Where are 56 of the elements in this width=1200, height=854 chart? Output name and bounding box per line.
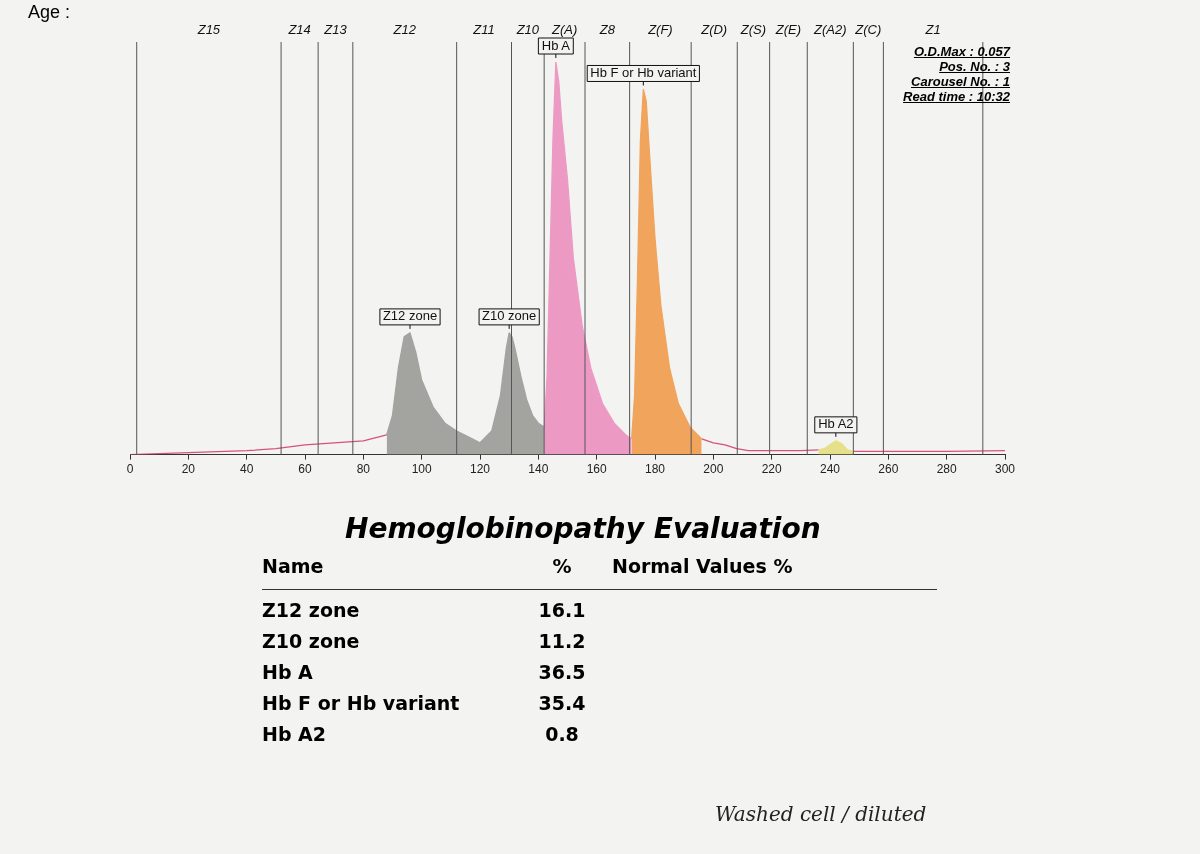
x-tick-label: 20 (181, 462, 196, 477)
x-tick-label: 0 (126, 462, 134, 477)
x-tick-label: 40 (239, 462, 254, 477)
annotation: Hb F or Hb variant (590, 65, 697, 81)
text: Hb A2 (262, 723, 328, 745)
x-tick-label: 260 (878, 462, 899, 477)
x-tick-label: 60 (298, 462, 312, 477)
annotation: Read time : 10:32 (903, 89, 1010, 104)
annotation: Z10 zone (482, 308, 537, 324)
text: Z(A) (550, 21, 578, 37)
text: 36.5 (537, 661, 587, 683)
x-tick-label: 80 (356, 462, 371, 477)
annotation: Hb A (541, 37, 571, 53)
text: Z11 (472, 21, 495, 37)
annotation: Hb A2 (818, 416, 854, 432)
x-tick-label: 240 (819, 462, 841, 477)
x-tick-label: 120 (469, 462, 491, 477)
text: Z(S) (739, 21, 767, 37)
text: Z(C) (854, 21, 882, 37)
text: Hb F or Hb variant (262, 692, 461, 714)
text: Z(E) (774, 21, 802, 37)
text: Hb A (262, 661, 314, 683)
x-tick-label: 300 (994, 462, 1016, 477)
annotation: Carousel No. : 1 (910, 74, 1010, 89)
x-tick-label: 140 (528, 462, 549, 477)
text: 16.1 (537, 599, 587, 621)
text: Hemoglobinopathy Evaluation (345, 512, 821, 545)
x-tick-label: 180 (644, 462, 666, 477)
text: Normal Values % (612, 555, 937, 590)
text: Z15 (196, 21, 221, 37)
text: Z14 (287, 21, 311, 37)
text: 0.8 (544, 723, 580, 745)
text: O.D.Max : 0.057 (912, 44, 1010, 59)
x-tick-label: 100 (411, 462, 432, 477)
text: Name (262, 555, 512, 590)
x-tick-label: 280 (936, 462, 957, 477)
annotation: Z12 zone (382, 308, 438, 324)
text: Z8 (598, 21, 616, 37)
text: Z10 zone (262, 630, 361, 652)
text: Z(D) (700, 21, 728, 37)
text: % (512, 555, 612, 590)
text: Z12 zone (262, 599, 361, 621)
text: Z(A2) (813, 21, 847, 37)
text: Washed cell / diluted (715, 802, 927, 826)
x-tick-label: 220 (761, 462, 782, 477)
text: Z12 (392, 21, 417, 37)
x-tick-label: 200 (703, 462, 724, 477)
text: 35.4 (537, 692, 587, 714)
text: Z10 (515, 21, 540, 37)
x-tick-label: 160 (586, 462, 607, 477)
text: Age : (28, 2, 71, 23)
text: 11.2 (537, 630, 587, 652)
text: Z(F) (647, 21, 673, 37)
text: Z13 (323, 21, 348, 37)
text: Z1 (924, 21, 941, 37)
annotation: Pos. No. : 3 (938, 59, 1010, 74)
